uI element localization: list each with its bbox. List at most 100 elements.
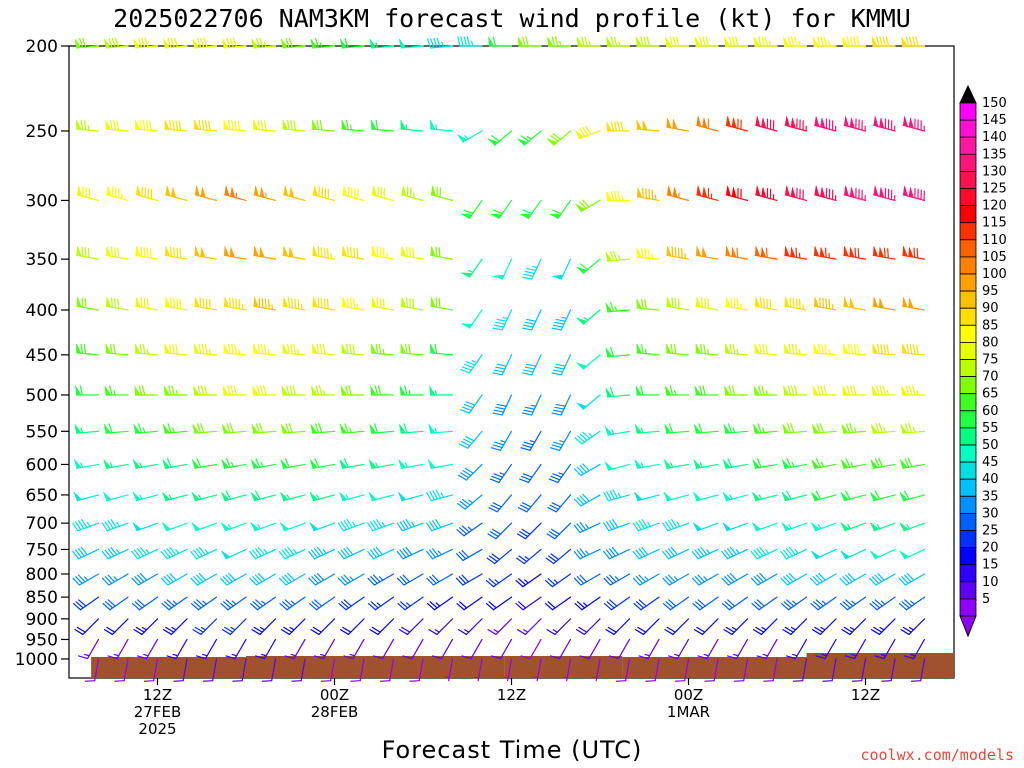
wind-barb [517, 36, 542, 47]
y-tick-label: 950 [26, 630, 58, 650]
wind-barb [396, 546, 424, 560]
wind-barb [103, 618, 129, 636]
wind-barb [632, 519, 660, 532]
wind-barb [101, 546, 129, 560]
ground-segment [91, 657, 246, 678]
ground-segment [246, 656, 505, 678]
wind-barb [898, 596, 926, 611]
wind-barb [632, 546, 660, 560]
wind-barb [221, 458, 247, 469]
wind-barb [870, 522, 896, 532]
y-tick-label: 600 [26, 455, 58, 475]
wind-barb [547, 36, 572, 47]
wind-barb [371, 185, 395, 202]
wind-barb [430, 246, 454, 260]
wind-barb [605, 387, 631, 398]
wind-barb [755, 185, 778, 202]
wind-barb [573, 463, 601, 477]
wind-barb [75, 385, 100, 396]
wind-barb [367, 546, 395, 560]
wind-barb [105, 343, 129, 356]
wind-barb [222, 385, 247, 396]
wind-barb [605, 302, 631, 313]
wind-barb [721, 596, 749, 611]
wind-barb [784, 185, 808, 202]
colorbar-swatch [959, 136, 977, 155]
wind-barb [74, 618, 100, 636]
wind-barb [840, 522, 867, 532]
wind-barb [249, 546, 277, 560]
wind-barb [874, 638, 896, 660]
wind-barb [223, 297, 247, 311]
wind-barb [103, 491, 129, 502]
wind-barb [780, 596, 808, 611]
wind-barb [840, 490, 867, 502]
wind-barb [487, 522, 513, 540]
wind-barb [645, 658, 660, 682]
wind-barb [822, 658, 837, 682]
colorbar-swatch [959, 324, 977, 343]
wind-barb [221, 522, 247, 532]
plot-frame [68, 45, 955, 679]
wind-barb [371, 297, 395, 311]
y-tick-label: 500 [26, 386, 58, 406]
wind-barb [461, 199, 483, 220]
wind-barb [282, 297, 306, 311]
wind-barb [753, 36, 778, 47]
colorbar-label: 110 [982, 233, 1007, 248]
wind-barb [135, 246, 159, 260]
wind-barb [575, 199, 601, 213]
colorbar-label: 100 [982, 267, 1007, 282]
wind-barb [900, 423, 926, 434]
wind-barb [76, 246, 100, 260]
wind-barb [694, 385, 719, 396]
colorbar-swatch [959, 273, 977, 292]
x-tick-label: 1MAR [667, 703, 710, 721]
wind-barb [781, 458, 808, 469]
credit-text: coolwx.com/models [860, 746, 1014, 764]
wind-barb [192, 423, 218, 434]
colorbar-label: 60 [982, 404, 999, 419]
wind-barb [550, 638, 572, 660]
wind-barb [278, 546, 306, 560]
wind-barb [251, 618, 277, 636]
colorbar-label: 35 [982, 489, 999, 504]
wind-barb [253, 185, 277, 202]
wind-barb [368, 491, 395, 502]
wind-barb [552, 258, 572, 280]
wind-barb [76, 297, 100, 311]
wind-barb [137, 638, 159, 660]
wind-barb [881, 658, 896, 682]
x-tick-label: 28FEB [311, 703, 358, 721]
wind-barb [721, 572, 749, 586]
y-tick-label: 700 [26, 514, 58, 534]
wind-barb [455, 573, 483, 586]
wind-barb [488, 36, 513, 47]
wind-barb [192, 37, 218, 49]
wind-barb [194, 297, 218, 311]
wind-barb [196, 638, 218, 660]
wind-barb [191, 458, 218, 469]
wind-barb [574, 596, 601, 611]
wind-barb [842, 385, 867, 396]
wind-barb [520, 199, 542, 220]
colorbar-swatch [959, 290, 977, 309]
colorbar-min-arrow [959, 615, 977, 638]
wind-barb [752, 491, 778, 502]
wind-barb [545, 548, 572, 565]
wind-barb [164, 246, 188, 260]
wind-barb [575, 125, 601, 140]
wind-barb [551, 309, 572, 331]
wind-barb [668, 638, 690, 660]
wind-barb [193, 119, 218, 132]
wind-barb [401, 185, 424, 202]
wind-barb [311, 119, 336, 132]
wind-barb [604, 426, 631, 436]
wind-barb [752, 458, 778, 469]
wind-barb [724, 343, 749, 356]
wind-barb [338, 596, 365, 611]
wind-barb [143, 658, 159, 682]
wind-barb [219, 572, 247, 586]
colorbar-label: 135 [982, 147, 1007, 162]
wind-barb [606, 190, 631, 202]
